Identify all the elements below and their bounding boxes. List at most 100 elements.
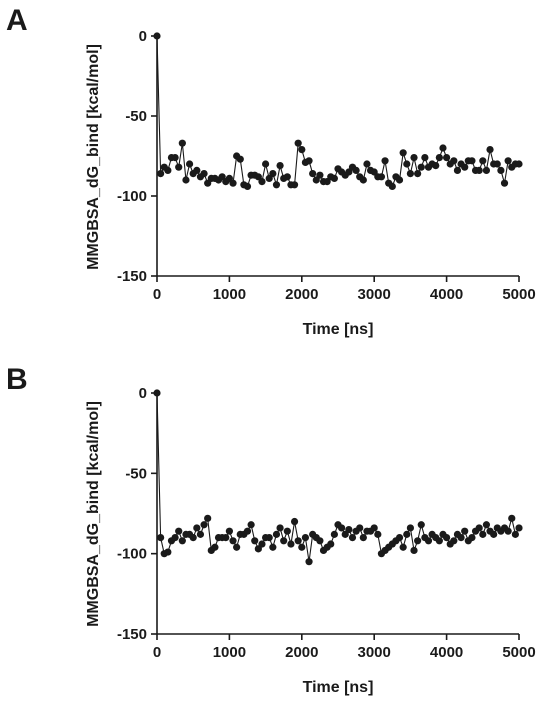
data-point-b [222,534,230,542]
data-point-b [457,534,465,542]
x-tick-label-a: 2000 [285,286,318,303]
data-point-b [233,543,241,551]
data-point-b [370,524,378,532]
data-point-a [486,146,494,154]
data-point-a [493,160,501,168]
data-point-a [381,157,389,165]
data-point-a [229,179,237,187]
panel-b: B MMGBSA_dG_bind [kcal/mol] Time [ns] 0-… [6,363,536,696]
data-point-a [236,155,244,163]
data-point-b [374,530,382,538]
data-point-b [178,537,186,545]
data-point-a [182,176,190,184]
x-tick-label-a: 1000 [213,286,246,303]
data-point-a [515,160,523,168]
y-tick-label-a: -100 [117,188,147,205]
data-point-b [157,534,165,542]
y-axis-label-a: MMGBSA_dG_bind [kcal/mol] [85,44,102,270]
data-point-a [421,154,429,162]
data-point-a [153,32,161,40]
data-point-a [432,162,440,170]
axes-a: 0 -50 -100 -150 0 1000 2000 3000 4000 5000 [117,28,536,303]
data-point-a [475,166,483,174]
data-point-a [164,166,172,174]
data-point-b [348,534,357,542]
data-point-b [247,521,255,529]
data-point-b [330,530,338,538]
panel-label-b: B [6,363,28,396]
data-point-a [482,166,491,174]
data-point-a [269,170,277,178]
data-point-b [305,558,313,566]
data-point-b [504,527,512,535]
data-point-a [435,154,443,162]
data-point-b [290,517,299,526]
y-tick-label-b: -50 [125,465,147,482]
data-point-b [511,530,519,538]
data-point-a [157,170,165,178]
data-point-a [410,154,418,162]
data-point-a [359,176,367,184]
data-point-a [193,166,201,174]
data-point-b [280,537,288,545]
data-point-b [283,527,291,535]
data-point-a [363,160,371,168]
y-tick-label-b: -150 [117,626,147,643]
data-point-a [443,154,451,162]
data-point-b [414,537,422,545]
data-point-a [439,144,447,152]
data-point-b [475,524,483,532]
data-point-b [164,548,172,556]
data-point-a [504,157,512,165]
x-tick-label-b: 3000 [358,644,391,661]
data-point-b [196,530,205,538]
data-point-b [272,530,281,538]
data-point-a [414,170,422,178]
data-point-a [316,171,324,179]
data-point-b [338,524,346,532]
data-point-b [316,537,324,545]
data-point-a [500,179,509,187]
x-tick-label-b: 2000 [285,644,318,661]
data-point-a [497,166,505,174]
data-point-a [377,173,386,181]
x-tick-label-a: 4000 [430,286,463,303]
data-point-a [171,154,179,162]
data-point-b [406,524,414,532]
data-point-b [269,543,277,551]
y-tick-label-b: -100 [117,546,147,563]
data-point-a [309,170,317,178]
data-point-b [359,534,367,542]
data-point-b [482,521,491,529]
data-point-a [479,157,487,165]
data-point-a [461,163,469,171]
data-point-b [490,530,498,538]
data-point-b [225,527,233,535]
data-point-a [395,176,404,184]
x-axis-label-b: Time [ns] [303,679,374,696]
data-point-b [399,543,407,551]
data-point-b [189,534,197,542]
data-point-a [403,160,411,168]
data-point-a [417,163,425,171]
data-point-b [443,534,451,542]
data-point-b [258,540,266,548]
data-point-b [294,537,302,545]
data-point-a [406,170,414,178]
x-tick-label-a: 5000 [502,286,535,303]
data-point-b [395,534,404,542]
data-point-b [211,543,219,551]
data-point-a [283,173,291,181]
data-point-b [287,540,295,548]
data-point-b [175,527,183,535]
data-point-b [327,540,335,548]
panel-label-a: A [6,4,28,37]
data-point-b [410,546,418,555]
data-point-b [301,534,310,542]
y-tick-label-a: -150 [117,268,147,285]
data-point-b [171,534,179,542]
data-point-b [479,530,487,538]
data-point-a [200,170,208,178]
data-point-b [424,537,433,545]
